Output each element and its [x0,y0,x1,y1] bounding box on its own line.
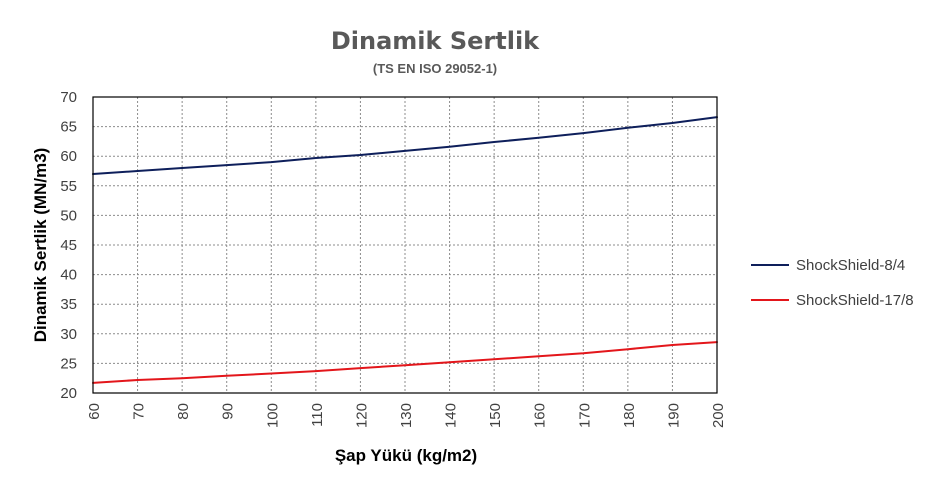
y-axis-ticks: 20 25 30 35 40 45 50 55 60 65 70 [60,89,77,402]
y-tick-label: 55 [60,178,77,195]
x-tick-label: 110 [309,403,326,427]
y-tick-label: 45 [60,237,77,254]
x-tick-label: 150 [487,403,504,428]
x-tick-label: 70 [131,403,148,420]
x-tick-label: 80 [175,403,192,420]
y-tick-label: 20 [60,385,77,402]
x-tick-label: 120 [353,403,370,428]
x-tick-label: 190 [665,403,682,428]
y-tick-label: 40 [60,267,77,284]
y-tick-label: 25 [60,355,77,372]
y-axis-label: Dinamik Sertlik (MN/m3) [31,148,50,343]
x-tick-label: 180 [621,403,638,428]
legend-label-2: ShockShield-17/8 [796,292,914,309]
y-tick-label: 50 [60,207,77,224]
x-tick-label: 200 [710,403,727,428]
x-tick-label: 60 [86,403,103,420]
x-axis-ticks: 60 70 80 90 100 110 120 130 140 150 160 170 180 190 20… [86,403,727,428]
series-line-2 [92,341,718,384]
x-tick-label: 140 [443,403,460,428]
x-tick-label: 160 [532,403,549,428]
x-axis-label: Şap Yükü (kg/m2) [335,446,477,465]
x-tick-label: 170 [576,403,593,428]
x-tick-label: 100 [264,403,281,428]
chart-subtitle: (TS EN ISO 29052-1) [373,61,497,76]
y-tick-label: 60 [60,148,77,165]
plot-area [92,96,718,394]
y-tick-label: 70 [60,89,77,106]
y-tick-label: 30 [60,326,77,343]
legend-label-1: ShockShield-8/4 [796,257,905,274]
y-tick-label: 35 [60,296,77,313]
y-tick-label: 65 [60,119,77,136]
series-line-1 [92,116,718,175]
chart-title: Dinamik Sertlik [331,27,540,55]
gridlines [93,97,717,393]
series-lines [92,116,718,384]
x-tick-label: 90 [220,403,237,420]
x-tick-label: 130 [398,403,415,428]
legend: ShockShield-8/4 ShockShield-17/8 [751,257,914,309]
